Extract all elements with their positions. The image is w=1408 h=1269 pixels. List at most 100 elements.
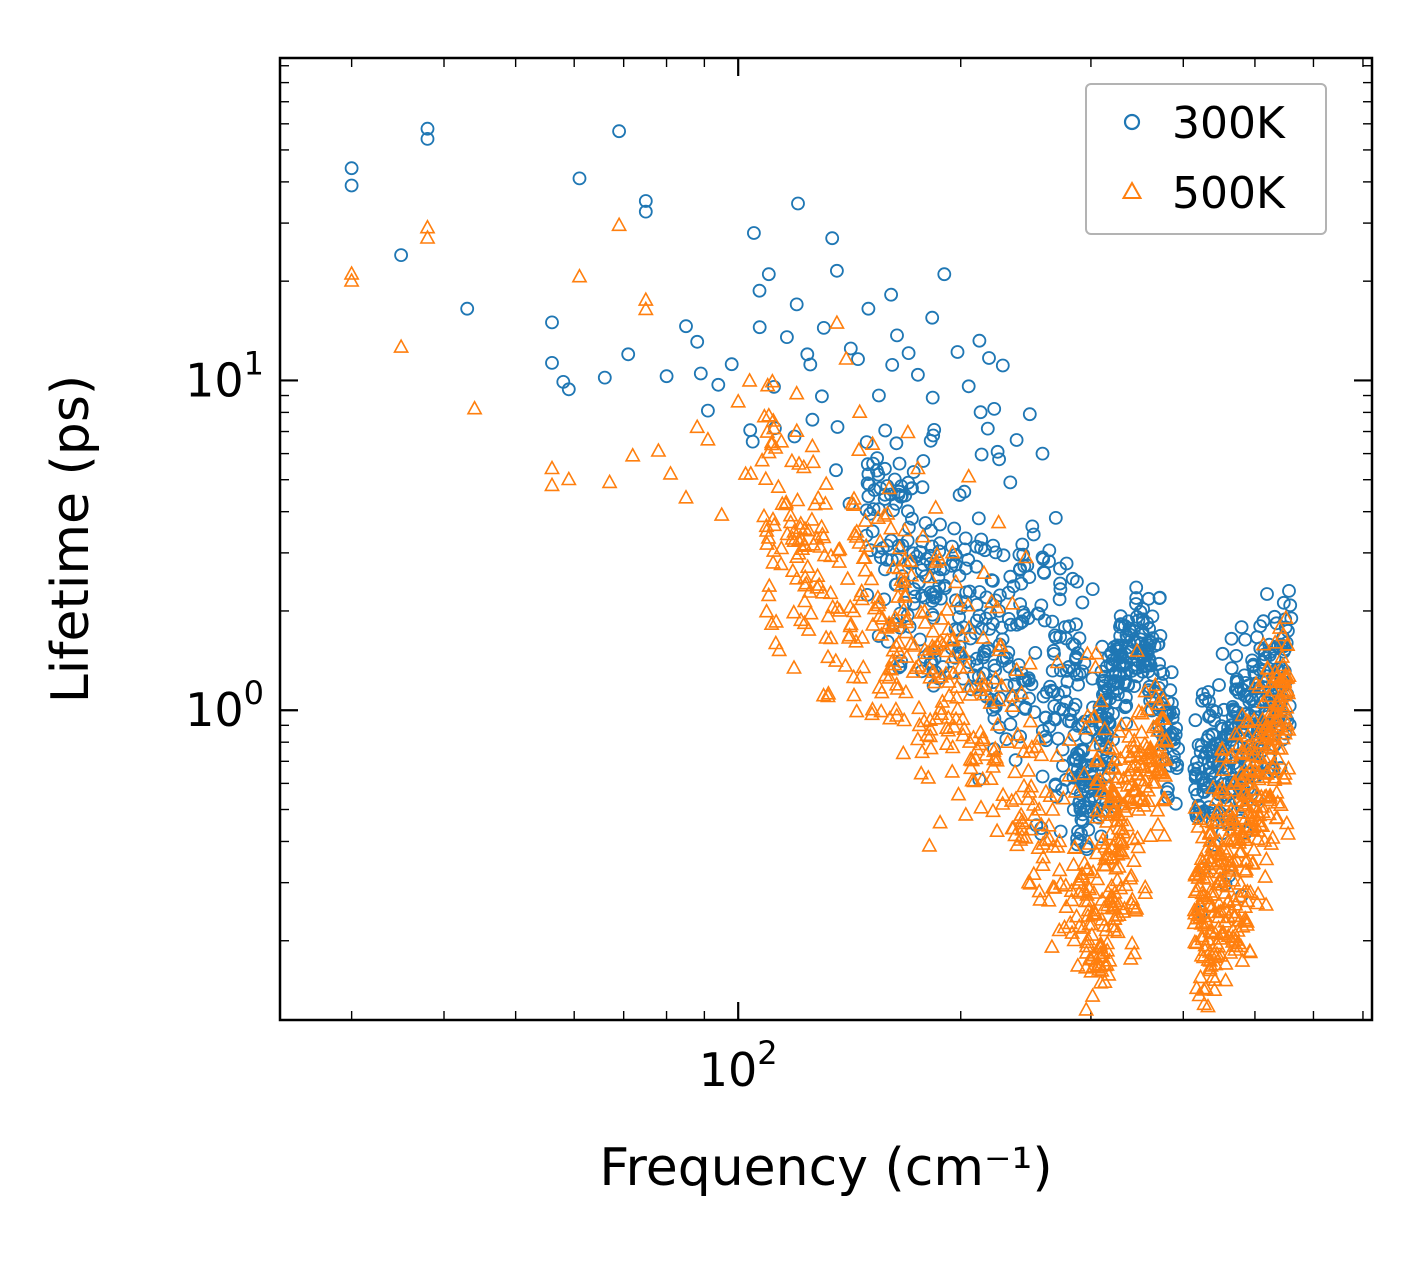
data-point — [1075, 814, 1090, 829]
data-point — [1223, 831, 1240, 846]
data-point — [933, 668, 950, 683]
data-point — [1222, 749, 1239, 764]
data-point — [896, 711, 913, 727]
data-point — [1126, 732, 1143, 747]
data-point — [1252, 748, 1269, 763]
data-point — [1022, 407, 1037, 422]
data-point — [1003, 617, 1018, 632]
data-point — [940, 722, 957, 737]
data-point — [1224, 661, 1239, 676]
data-point — [885, 559, 902, 574]
data-point — [1064, 714, 1079, 729]
data-point — [983, 593, 1000, 608]
data-point — [845, 496, 862, 511]
data-point — [984, 573, 999, 587]
data-point — [798, 575, 815, 590]
data-point — [851, 534, 868, 549]
data-point — [927, 499, 944, 514]
data-point — [917, 614, 934, 629]
data-point — [982, 351, 996, 365]
data-point — [980, 641, 995, 655]
data-point — [945, 539, 959, 554]
data-point — [1022, 875, 1039, 890]
data-point — [765, 554, 782, 569]
data-point — [818, 475, 835, 490]
data-point — [1078, 1001, 1095, 1016]
data-point — [1129, 597, 1143, 611]
data-point — [1110, 858, 1127, 873]
data-point — [975, 686, 992, 701]
data-point — [1018, 702, 1033, 716]
data-point — [1025, 519, 1040, 534]
data-point — [1070, 746, 1084, 761]
data-point — [1063, 891, 1080, 907]
data-point — [1282, 584, 1296, 598]
data-point — [973, 405, 988, 420]
data-point — [621, 347, 636, 362]
data-point — [820, 607, 837, 623]
data-point — [1206, 981, 1223, 996]
data-point — [800, 621, 817, 636]
data-point — [1087, 658, 1104, 674]
data-point — [1233, 937, 1249, 953]
data-point — [1222, 944, 1239, 959]
data-point — [926, 673, 943, 689]
data-point — [1260, 687, 1277, 703]
data-point — [460, 301, 475, 316]
data-point — [850, 441, 867, 456]
data-point — [763, 435, 780, 451]
data-point — [1215, 923, 1232, 938]
data-point — [890, 328, 904, 343]
data-point — [901, 504, 915, 519]
data-point — [1007, 763, 1023, 779]
data-point — [419, 229, 436, 244]
data-point — [804, 437, 821, 453]
data-point — [1239, 892, 1256, 908]
data-point — [1085, 863, 1102, 879]
data-point — [1133, 723, 1150, 739]
data-point — [1198, 841, 1214, 857]
data-point — [393, 338, 410, 353]
data-point — [1209, 804, 1226, 819]
data-point — [805, 412, 820, 427]
data-point — [1200, 849, 1217, 864]
data-point — [932, 700, 949, 715]
data-point — [878, 562, 892, 577]
data-point — [1137, 878, 1154, 894]
data-point — [1071, 884, 1088, 899]
data-point — [757, 470, 774, 485]
data-point — [1013, 729, 1027, 744]
data-point — [1208, 934, 1225, 950]
data-point — [878, 423, 893, 438]
data-point — [1261, 789, 1278, 804]
data-point — [1022, 712, 1039, 728]
data-point — [1075, 919, 1092, 934]
data-point — [1051, 921, 1068, 937]
data-point — [986, 538, 1000, 553]
data-point — [1267, 634, 1284, 649]
data-point — [920, 769, 937, 784]
data-point — [1211, 863, 1228, 879]
data-point — [915, 480, 930, 495]
data-point — [678, 489, 694, 504]
data-point — [1009, 726, 1026, 741]
data-point — [784, 562, 801, 577]
data-point — [1257, 868, 1274, 883]
data-point — [1048, 511, 1063, 525]
data-point — [1104, 740, 1121, 755]
data-point — [1034, 856, 1051, 871]
data-point — [884, 652, 901, 667]
data-point — [823, 547, 839, 563]
data-point — [1098, 921, 1115, 937]
data-point — [724, 357, 739, 372]
data-point — [1065, 571, 1080, 586]
data-point — [878, 461, 892, 476]
data-point — [1263, 703, 1280, 719]
data-point — [800, 522, 817, 537]
data-point — [987, 401, 1002, 416]
data-point — [1224, 860, 1241, 875]
data-point — [914, 743, 931, 759]
data-point — [892, 456, 907, 471]
data-point — [1072, 631, 1087, 646]
data-point — [1208, 791, 1225, 806]
